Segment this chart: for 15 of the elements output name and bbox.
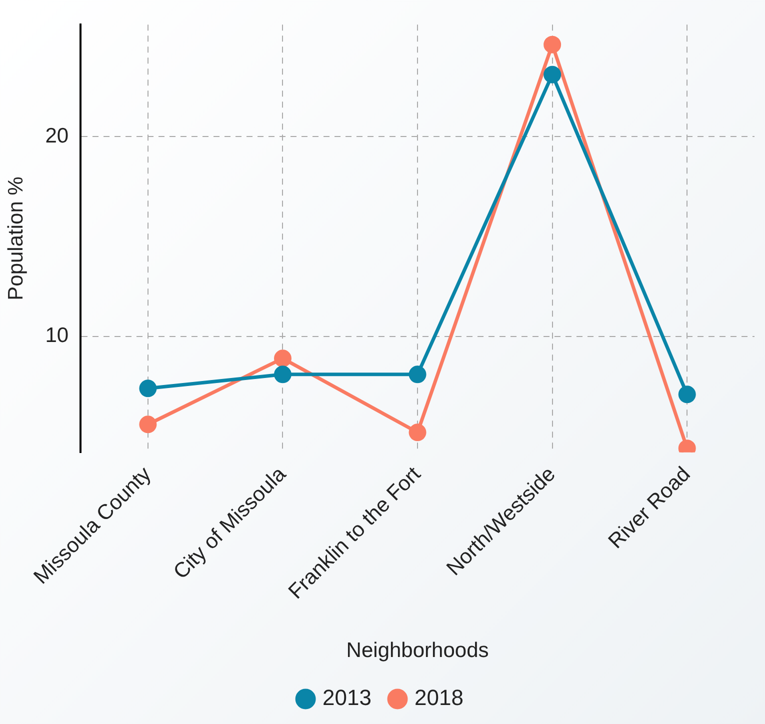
point — [408, 366, 426, 384]
point — [139, 416, 157, 434]
y-tick-label: 10 — [45, 324, 69, 348]
legend-label: 2013 — [322, 685, 372, 710]
point — [274, 350, 292, 368]
point — [544, 36, 562, 54]
point — [544, 66, 562, 84]
point — [408, 424, 426, 442]
point — [139, 380, 157, 398]
legend-label: 2018 — [414, 685, 464, 710]
y-tick-label: 20 — [45, 124, 69, 148]
x-axis-title: Neighborhoods — [346, 639, 489, 662]
y-axis-title: Population % — [4, 176, 28, 300]
point — [678, 386, 696, 404]
point — [274, 366, 292, 384]
